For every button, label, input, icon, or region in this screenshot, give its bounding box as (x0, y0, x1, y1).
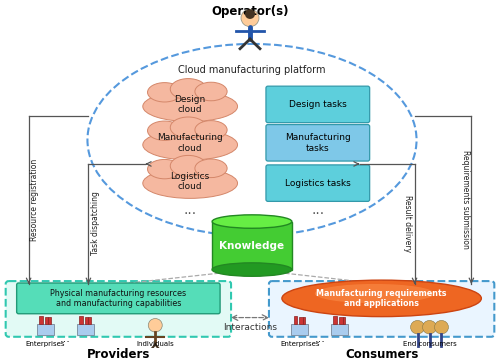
Ellipse shape (195, 82, 227, 101)
Ellipse shape (195, 159, 227, 178)
Ellipse shape (212, 215, 292, 228)
Bar (342, 317, 345, 324)
Bar (45, 317, 48, 324)
Bar (339, 317, 342, 324)
Circle shape (245, 9, 255, 19)
Bar (37, 324, 54, 335)
Text: Cloud manufacturing platform: Cloud manufacturing platform (178, 65, 326, 75)
Ellipse shape (170, 117, 206, 138)
Bar (88, 317, 91, 324)
Bar (77, 324, 94, 335)
Text: Knowledge: Knowledge (220, 241, 284, 251)
Bar (294, 316, 297, 324)
Text: ...: ... (311, 203, 324, 217)
Text: Interactions: Interactions (223, 323, 277, 332)
FancyBboxPatch shape (269, 281, 494, 337)
Text: Providers: Providers (86, 348, 150, 361)
Bar (48, 317, 51, 324)
Bar (332, 324, 348, 335)
Text: Manufacturing requirements
and applications: Manufacturing requirements and applicati… (316, 289, 447, 308)
Ellipse shape (170, 155, 206, 176)
FancyBboxPatch shape (266, 86, 370, 123)
Bar (292, 324, 308, 335)
Bar (299, 317, 302, 324)
Ellipse shape (143, 130, 238, 160)
Text: Physical manufacturing resources
and manufacturing capabilities: Physical manufacturing resources and man… (50, 289, 186, 308)
Ellipse shape (148, 83, 182, 102)
Text: Logistics tasks: Logistics tasks (285, 178, 350, 188)
Ellipse shape (148, 159, 182, 179)
Ellipse shape (170, 79, 206, 100)
Text: Task dispatching: Task dispatching (91, 191, 100, 256)
Text: Operator(s): Operator(s) (212, 5, 289, 18)
Text: Design
cloud: Design cloud (174, 95, 206, 114)
Text: Result delivery: Result delivery (403, 195, 412, 252)
Bar (85, 317, 88, 324)
Bar (212, 222, 292, 270)
Text: Manufacturing
tasks: Manufacturing tasks (285, 133, 350, 152)
Ellipse shape (143, 91, 238, 122)
FancyBboxPatch shape (16, 283, 220, 314)
Ellipse shape (282, 280, 482, 317)
FancyBboxPatch shape (6, 281, 231, 337)
FancyBboxPatch shape (266, 125, 370, 161)
Text: Resource registration: Resource registration (30, 158, 39, 241)
Bar (302, 317, 306, 324)
Text: End consumers: End consumers (402, 341, 456, 347)
Circle shape (410, 320, 424, 334)
Ellipse shape (315, 284, 434, 303)
Text: Enterprises: Enterprises (26, 341, 66, 347)
Text: ...: ... (60, 334, 71, 344)
Bar (79, 316, 82, 324)
Circle shape (422, 320, 436, 334)
Circle shape (434, 320, 448, 334)
Ellipse shape (143, 168, 238, 198)
Text: ...: ... (314, 334, 325, 344)
Bar (40, 316, 43, 324)
FancyBboxPatch shape (266, 165, 370, 201)
Text: Logistics
cloud: Logistics cloud (170, 172, 210, 191)
Text: Enterprises: Enterprises (280, 341, 320, 347)
Text: Individuals: Individuals (136, 341, 174, 347)
Circle shape (148, 319, 162, 332)
Text: Design tasks: Design tasks (289, 100, 346, 109)
Ellipse shape (212, 263, 292, 276)
Text: ...: ... (184, 203, 196, 217)
Ellipse shape (195, 121, 227, 139)
Text: Manufacturing
cloud: Manufacturing cloud (158, 133, 223, 152)
Ellipse shape (148, 121, 182, 140)
Bar (334, 316, 337, 324)
Text: Consumers: Consumers (345, 348, 418, 361)
Text: Requirements submission: Requirements submission (461, 150, 470, 249)
Circle shape (241, 9, 259, 27)
